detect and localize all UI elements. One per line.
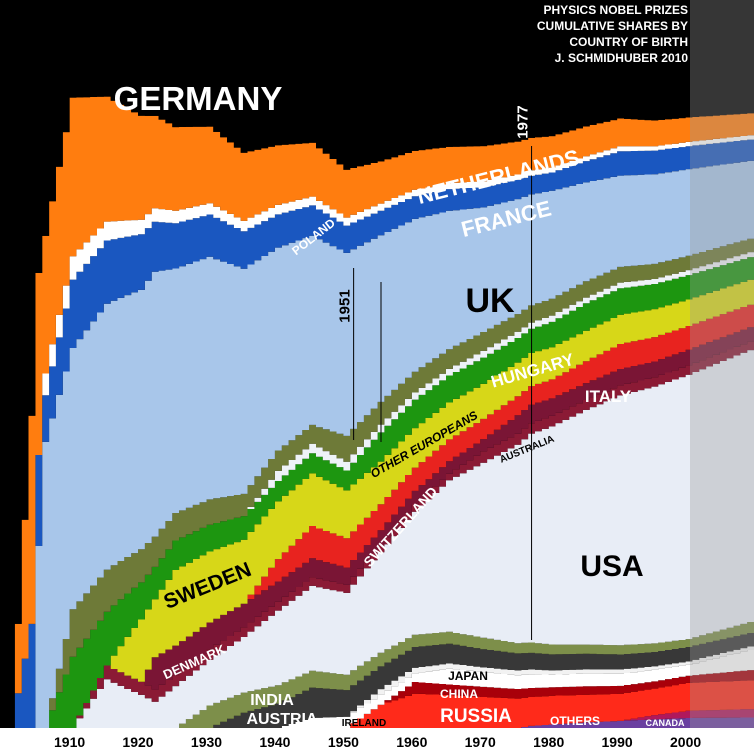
area-layer — [8, 0, 754, 728]
area-russia — [8, 680, 754, 728]
area-denmark — [8, 324, 754, 728]
x-tick-1910: 1910 — [54, 734, 85, 750]
x-tick-1950: 1950 — [328, 734, 359, 750]
chart-title: PHYSICS NOBEL PRIZES CUMULATIVE SHARES B… — [537, 3, 688, 65]
label-austria: AUSTRIA — [246, 711, 318, 728]
area-usa — [8, 347, 754, 728]
title-line-3: COUNTRY OF BIRTH — [569, 35, 688, 49]
marker-label-1977: 1977 — [515, 105, 532, 138]
x-tick-2000: 2000 — [670, 734, 701, 750]
label-italy: ITALY — [585, 387, 632, 406]
x-tick-layer: 1910 1920 1930 1940 1950 1960 1970 1980 1990 2000 — [54, 734, 701, 750]
label-uk: UK — [465, 282, 515, 320]
area-netherlands — [8, 96, 754, 728]
title-line-1: PHYSICS NOBEL PRIZES — [544, 3, 688, 17]
x-tick-1990: 1990 — [602, 734, 633, 750]
label-china: CHINA — [440, 687, 478, 701]
x-tick-1980: 1980 — [533, 734, 564, 750]
label-germany: GERMANY — [114, 80, 283, 117]
label-usa: USA — [580, 550, 643, 583]
x-axis-bar — [0, 728, 754, 754]
x-tick-1940: 1940 — [259, 734, 290, 750]
area-italy — [8, 255, 754, 728]
title-line-2: CUMULATIVE SHARES BY — [537, 19, 688, 33]
area-india — [8, 620, 754, 728]
area-uk — [8, 160, 754, 728]
x-tick-1920: 1920 — [122, 734, 153, 750]
future-shade — [690, 0, 754, 728]
marker-label-1951: 1951 — [337, 289, 354, 322]
x-tick-1960: 1960 — [396, 734, 427, 750]
label-india: INDIA — [250, 692, 294, 709]
marker-layer: 1951 1977 — [337, 105, 533, 640]
label-russia: RUSSIA — [440, 706, 512, 727]
label-ireland: IRELAND — [342, 718, 386, 729]
area-austria — [8, 631, 754, 728]
area-germany — [8, 0, 754, 728]
label-japan: JAPAN — [448, 669, 488, 683]
x-tick-1930: 1930 — [191, 734, 222, 750]
label-others: OTHERS — [550, 714, 600, 728]
area-sweden — [8, 277, 754, 728]
title-line-4: J. SCHMIDHUBER 2010 — [555, 51, 689, 65]
area-others — [8, 717, 754, 728]
area-switzerland — [8, 302, 754, 728]
label-canada: CANADA — [646, 718, 685, 728]
x-tick-1970: 1970 — [465, 734, 496, 750]
